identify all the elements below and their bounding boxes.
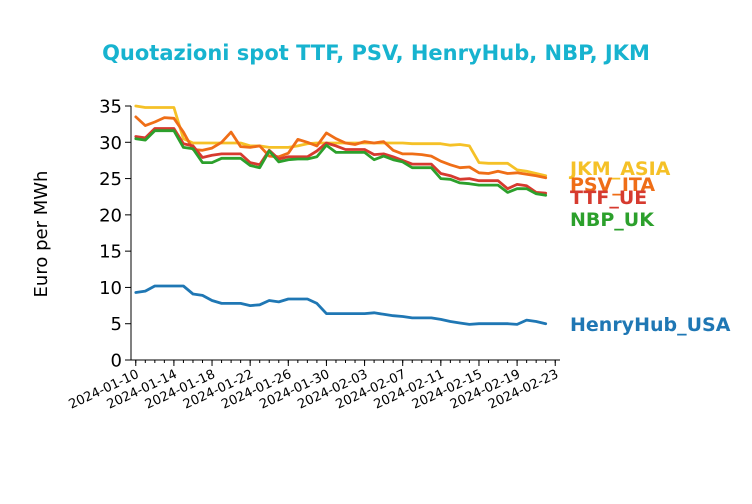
- y-tick-label: 20: [99, 205, 122, 226]
- series-line-henryhub-usa: [134, 284, 548, 326]
- y-tick-label: 10: [99, 278, 122, 299]
- chart-title: Quotazioni spot TTF, PSV, HenryHub, NBP,…: [102, 41, 650, 65]
- series-label-nbp-uk: NBP_UK: [570, 209, 655, 231]
- y-tick-label: 25: [99, 169, 122, 190]
- series-line-psv-ita: [134, 115, 548, 180]
- series-label-psv-ita: PSV_ITA: [570, 174, 655, 196]
- y-tick-label: 0: [111, 351, 122, 372]
- series-label-jkm-asia: JKM_ASIA: [568, 158, 671, 180]
- series-label-henryhub-usa: HenryHub_USA: [570, 314, 731, 336]
- series-label-ttf-ue: TTF_UE: [570, 187, 647, 209]
- series-line-jkm-asia: [134, 104, 548, 178]
- y-tick-label: 35: [99, 97, 122, 118]
- series-lines: [134, 104, 548, 326]
- y-ticks: 0 5 10 15 20 25 30 35: [99, 97, 131, 372]
- x-ticks: 2024-01-102024-01-142024-01-182024-01-22…: [67, 360, 561, 413]
- y-tick-label: 5: [111, 314, 122, 335]
- series-line-nbp-uk: [134, 129, 548, 197]
- y-axis-label: Euro per MWh: [31, 171, 52, 298]
- y-tick-label: 30: [99, 133, 122, 154]
- series-line-ttf-ue: [134, 127, 548, 195]
- y-tick-label: 15: [99, 242, 122, 263]
